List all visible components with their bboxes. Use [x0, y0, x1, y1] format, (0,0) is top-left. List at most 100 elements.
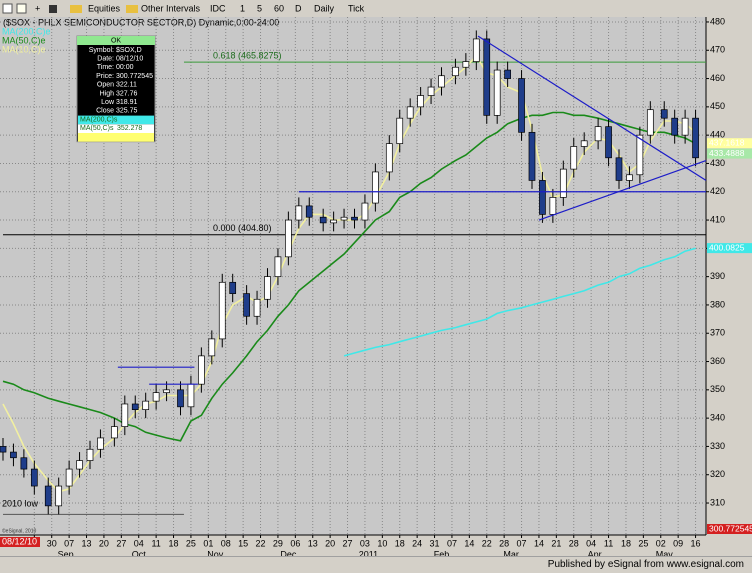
candle-body — [86, 448, 94, 461]
x-tick-label: 13 — [308, 538, 318, 548]
month-label: Sep — [58, 549, 74, 559]
data-window-label: Low — [101, 99, 115, 106]
candle-body — [65, 468, 73, 487]
data-window-label: MA(50,C)s — [80, 125, 114, 132]
x-tick-label: 01 — [203, 538, 213, 548]
y-tick-label: 320 — [710, 469, 725, 479]
price-tag — [707, 243, 752, 254]
month-label: Dec — [280, 549, 297, 559]
data-window-value: 08/12/10 — [116, 56, 143, 63]
candle-body — [253, 298, 261, 317]
toolbar-item[interactable]: 5 — [257, 3, 262, 13]
y-tick-label: 350 — [710, 384, 725, 394]
y-tick-label: 460 — [710, 73, 725, 83]
candle-body — [539, 180, 546, 215]
x-tick-label: 22 — [256, 538, 266, 548]
toolbar-item[interactable]: 1 — [240, 3, 245, 13]
candle-body — [692, 117, 699, 159]
x-tick-label: 24 — [412, 538, 422, 548]
data-window-value: 00:00 — [116, 64, 134, 71]
x-tick-label: 09 — [673, 538, 683, 548]
x-tick-label: 21 — [551, 538, 561, 548]
month-label: Oct — [132, 549, 147, 559]
x-tick-label: 07 — [517, 538, 527, 548]
candle-body — [452, 66, 459, 77]
candle-body — [671, 117, 679, 136]
data-window-row — [78, 124, 154, 133]
toolbar-item[interactable]: Daily — [314, 3, 335, 13]
candle-body — [20, 457, 28, 470]
x-tick-label: 02 — [656, 538, 666, 548]
icon[interactable] — [2, 3, 13, 14]
trendline — [477, 35, 707, 181]
data-window-row — [78, 115, 154, 125]
candle-body — [131, 403, 139, 410]
toolbar-item[interactable]: D — [295, 3, 302, 13]
toolbar-item[interactable]: 60 — [274, 3, 284, 13]
y-tick-label: 450 — [710, 101, 725, 111]
candle-body — [187, 383, 195, 408]
y-tick-label: 330 — [710, 441, 725, 451]
y-tick-label: 480 — [710, 17, 725, 26]
candle-body — [385, 143, 393, 173]
candle-body — [208, 338, 216, 357]
candle-body — [681, 117, 689, 136]
x-tick-label: 07 — [64, 538, 74, 548]
candle-body — [264, 276, 271, 300]
x-tick-label: 25 — [186, 538, 196, 548]
x-tick-label: 20 — [99, 538, 109, 548]
x-tick-label: 20 — [325, 538, 335, 548]
data-window-label: Date: — [97, 56, 114, 63]
icon[interactable] — [70, 5, 82, 13]
x-tick-label: 27 — [343, 538, 353, 548]
candle-body — [518, 78, 525, 133]
icon-plus[interactable]: + — [35, 3, 40, 13]
x-tick-label: 11 — [151, 538, 160, 548]
data-window-label: MA(200,C)s — [80, 116, 118, 123]
month-label: Nov — [207, 549, 224, 559]
x-tick-label: 04 — [134, 538, 144, 548]
candle-body — [580, 140, 588, 147]
candle-body — [615, 157, 623, 181]
y-tick-label: 380 — [710, 299, 725, 309]
candle-body — [549, 197, 557, 215]
toolbar-item[interactable]: IDC — [210, 3, 226, 13]
candle-body — [243, 293, 250, 317]
candle-body — [295, 205, 303, 221]
y-tick-label: 430 — [710, 158, 725, 168]
x-tick-label: 30 — [47, 538, 57, 548]
candle-body — [163, 389, 170, 394]
month-label: Mar — [503, 549, 519, 559]
price-tag-label: 400.0825 — [709, 242, 745, 252]
candle-body — [427, 86, 435, 96]
candle-body — [594, 126, 602, 142]
data-window-value: 327.76 — [116, 90, 138, 97]
x-tick-label: 14 — [464, 538, 474, 548]
candle-body — [417, 95, 424, 108]
icon[interactable] — [126, 5, 138, 13]
x-tick-label: 18 — [621, 538, 631, 548]
x-tick-label: 18 — [169, 538, 179, 548]
icon[interactable] — [49, 5, 57, 13]
candle-body — [361, 202, 369, 221]
toolbar-svg: + Equities Other Intervals IDC 1 5 60 D … — [2, 3, 365, 14]
toolbar-item[interactable]: Other Intervals — [141, 3, 201, 13]
copyright: ©eSignal, 2010 — [2, 527, 36, 534]
candle-body — [10, 451, 17, 459]
candle-body — [30, 468, 38, 487]
legend-entry: MA(200,C)e — [2, 26, 51, 36]
footer-text: Published by eSignal from www.esignal.co… — [547, 559, 744, 570]
toolbar-item[interactable]: Equities — [88, 3, 121, 13]
x-tick-label: 04 — [586, 538, 596, 548]
candle-body — [570, 146, 578, 170]
candle-body — [372, 171, 379, 204]
data-window-label: Time: — [97, 64, 114, 71]
price-tag — [707, 138, 752, 149]
candle-body — [472, 38, 480, 62]
icon[interactable] — [16, 3, 27, 14]
ma-line — [2, 111, 696, 442]
data-window-label: High — [100, 90, 115, 97]
level-label: 0.618 (465.8275) — [213, 50, 282, 60]
data-window-value: 318.91 — [116, 99, 138, 106]
toolbar-item[interactable]: Tick — [348, 3, 365, 13]
